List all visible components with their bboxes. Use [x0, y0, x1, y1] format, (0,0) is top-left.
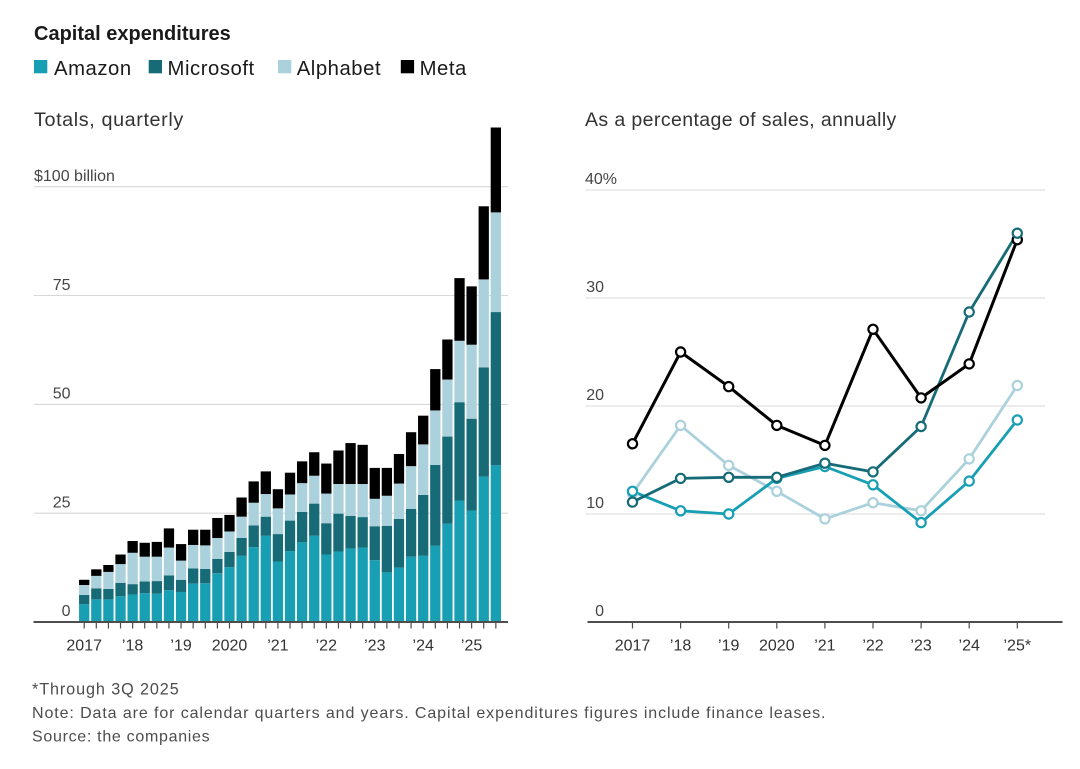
svg-text:2017: 2017 [66, 638, 102, 655]
svg-text:’25: ’25 [461, 638, 482, 655]
svg-text:’23: ’23 [364, 638, 385, 655]
svg-text:’21: ’21 [267, 638, 288, 655]
svg-text:20: 20 [586, 387, 604, 404]
svg-text:’19: ’19 [170, 638, 191, 655]
svg-text:Source: the companies: Source: the companies [32, 729, 210, 746]
svg-text:’21: ’21 [814, 638, 835, 655]
svg-text:$100 billion: $100 billion [34, 168, 115, 185]
svg-text:*Through 3Q 2025: *Through 3Q 2025 [32, 681, 180, 699]
svg-text:Meta: Meta [420, 58, 467, 80]
svg-text:’24: ’24 [413, 638, 434, 655]
svg-text:10: 10 [586, 495, 604, 512]
svg-text:75: 75 [53, 277, 71, 294]
svg-text:As a percentage of sales, annu: As a percentage of sales, annually [585, 109, 897, 131]
svg-text:Microsoft: Microsoft [168, 58, 255, 80]
svg-text:’19: ’19 [718, 638, 739, 655]
svg-text:’24: ’24 [959, 638, 980, 655]
svg-text:Note: Data are for calendar qu: Note: Data are for calendar quarters and… [32, 705, 826, 722]
svg-text:50: 50 [53, 386, 71, 403]
svg-text:’25*: ’25* [1004, 638, 1032, 655]
svg-text:’23: ’23 [910, 638, 931, 655]
svg-text:0: 0 [62, 603, 71, 620]
svg-text:Alphabet: Alphabet [297, 58, 381, 80]
svg-text:Capital expenditures: Capital expenditures [34, 23, 231, 45]
svg-text:2020: 2020 [759, 638, 795, 655]
svg-text:’22: ’22 [316, 638, 337, 655]
svg-text:2017: 2017 [615, 638, 651, 655]
svg-text:Amazon: Amazon [54, 58, 132, 80]
svg-text:’18: ’18 [670, 638, 691, 655]
svg-text:25: 25 [53, 495, 71, 512]
svg-text:Totals, quarterly: Totals, quarterly [34, 109, 184, 131]
svg-text:40%: 40% [585, 171, 617, 188]
svg-text:30: 30 [586, 279, 604, 296]
svg-text:2020: 2020 [212, 638, 248, 655]
svg-text:0: 0 [595, 603, 604, 620]
svg-text:’22: ’22 [862, 638, 883, 655]
svg-text:’18: ’18 [122, 638, 143, 655]
